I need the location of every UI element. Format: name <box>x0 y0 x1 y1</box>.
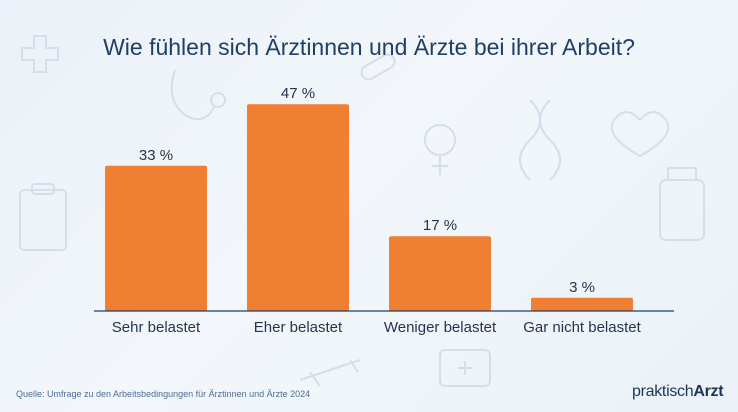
medicine-bottle-icon <box>659 167 705 241</box>
x-tick-label-group: Sehr belastet Eher belastet Weniger belast… <box>112 319 642 336</box>
bar-group <box>105 104 633 311</box>
bar <box>105 165 207 311</box>
bar-value-label: 33 % <box>139 147 173 164</box>
bar-value-label: 17 % <box>423 217 457 234</box>
bar-value-label: 47 % <box>281 85 315 102</box>
x-tick-label: Gar nicht belastet <box>523 319 641 336</box>
syringe-icon <box>299 359 361 387</box>
venus-symbol-icon <box>424 124 456 175</box>
bar <box>247 104 349 311</box>
x-tick-label: Sehr belastet <box>112 319 201 336</box>
value-label-group: 33 % 47 % 17 % 3 % <box>139 85 595 296</box>
first-aid-kit-icon <box>439 349 491 387</box>
bar <box>531 297 633 311</box>
stethoscope-icon <box>170 69 226 121</box>
bar-value-label: 3 % <box>569 279 595 296</box>
x-tick-label: Eher belastet <box>254 319 343 336</box>
pill-icon <box>360 53 396 81</box>
x-tick-label: Weniger belastet <box>384 319 497 336</box>
source-note: Quelle: Umfrage zu den Arbeitsbedingunge… <box>16 389 311 399</box>
dna-icon <box>519 99 561 181</box>
brand-logo-part2: Arzt <box>693 383 724 400</box>
bar <box>389 236 491 311</box>
clipboard-icon <box>19 183 67 251</box>
heart-icon <box>610 111 670 158</box>
brand-logo-part1: praktisch <box>632 383 694 400</box>
medical-cross-icon <box>21 35 59 73</box>
chart-title: Wie fühlen sich Ärztinnen und Ärzte bei … <box>103 34 635 60</box>
brand-logo: praktischArzt <box>632 383 724 401</box>
